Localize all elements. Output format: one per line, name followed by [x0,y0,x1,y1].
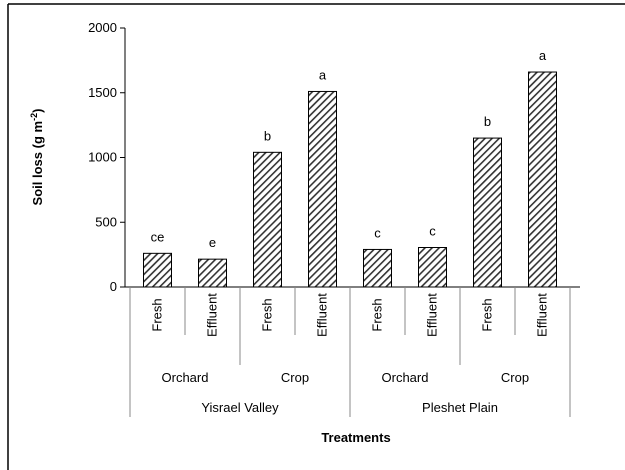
x-tick-label: Effluent [535,293,550,337]
subgroup-label: Orchard [162,370,209,385]
bar [363,248,392,288]
y-tick-label: 500 [95,214,117,229]
x-tick-label: Fresh [260,298,275,331]
bar [473,137,502,288]
subgroup-label: Crop [501,370,529,385]
x-tick-label: Fresh [480,298,495,331]
x-tick-label: Effluent [205,293,220,337]
bar [198,258,227,288]
significance-label: ce [151,229,165,244]
bar [253,151,282,288]
y-tick-label: 1500 [88,85,117,100]
y-tick-label: 2000 [88,20,117,35]
x-tick-label: Effluent [425,293,440,337]
group-label: Pleshet Plain [422,400,498,415]
y-label-text: Soil loss (g m [30,121,45,206]
bar [418,247,447,288]
significance-label: c [429,224,436,239]
x-axis-label: Treatments [321,430,390,445]
subgroup-label: Crop [281,370,309,385]
bar [143,252,172,288]
group-label: Yisrael Valley [201,400,279,415]
significance-label: c [374,225,381,240]
bar [528,71,557,288]
y-label-close: ) [30,109,45,113]
x-tick-label: Effluent [315,293,330,337]
y-tick-label: 1000 [88,150,117,165]
significance-label: e [209,235,216,250]
significance-label: a [539,48,547,63]
subgroup-label: Orchard [382,370,429,385]
x-tick-label: Fresh [370,298,385,331]
significance-label: a [319,67,327,82]
y-axis-label: Soil loss (g m-2) [29,109,45,206]
x-tick-label: Fresh [150,298,165,331]
bar [308,90,337,288]
significance-label: b [484,114,491,129]
significance-label: b [264,128,271,143]
y-tick-label: 0 [110,279,117,294]
y-label-sup: -2 [29,113,39,121]
